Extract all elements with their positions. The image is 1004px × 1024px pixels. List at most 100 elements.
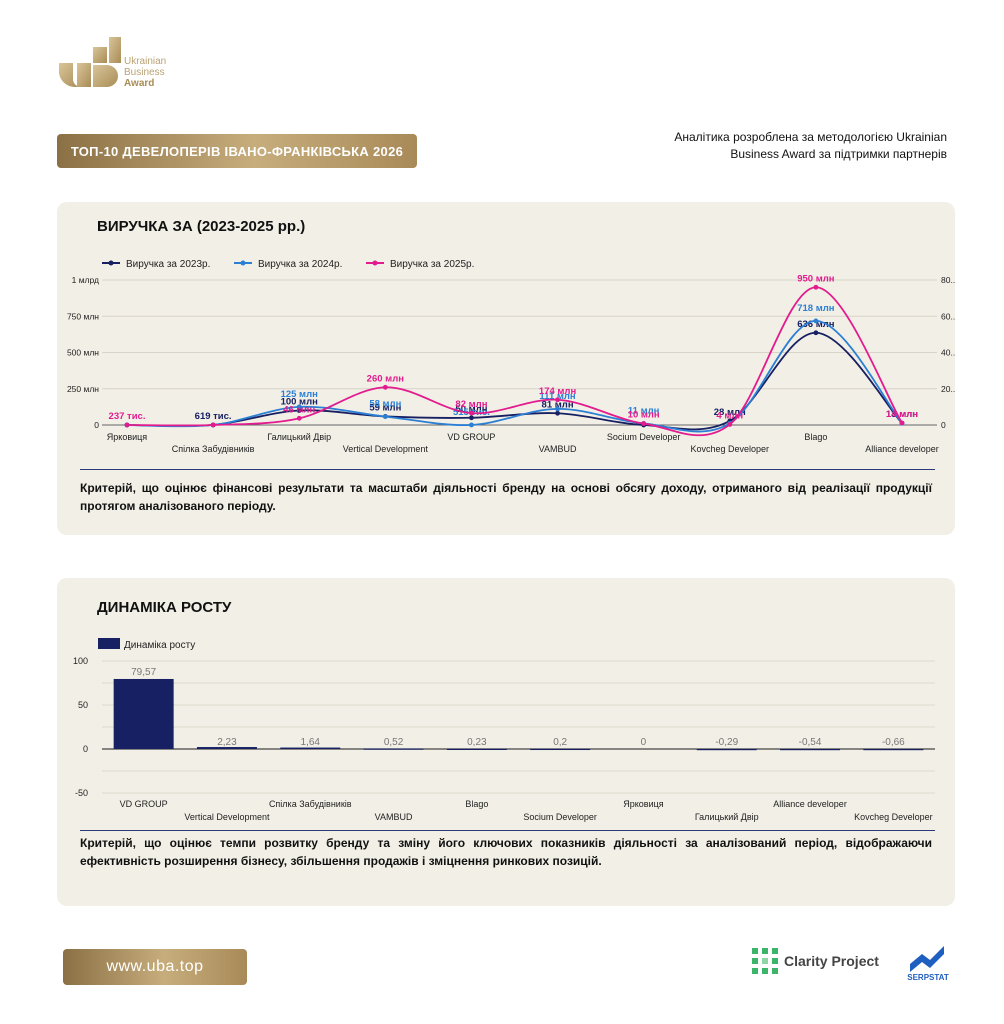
legend-marker [372, 260, 378, 266]
x-tick-label: VD GROUP [120, 799, 168, 809]
svg-text:SERPSTAT: SERPSTAT [907, 973, 949, 982]
y-tick-label: 50 [78, 700, 88, 710]
y-tick-label: 0 [83, 744, 88, 754]
value-label: 79,57 [131, 667, 156, 678]
value-label: 1,64 [301, 737, 321, 748]
x-tick-label: Socium Developer [607, 432, 681, 442]
series-line-0 [126, 331, 903, 431]
x-tick-label: Ярковиця [107, 432, 148, 442]
series-line-1 [126, 319, 903, 433]
data-label: 14 млн [886, 409, 918, 420]
legend-label: Динаміка росту [124, 640, 195, 651]
revenue-description: Критерій, що оцінює фінансові результати… [80, 481, 932, 513]
uba-logo [59, 37, 121, 88]
data-point [813, 330, 819, 336]
data-label: 260 млн [367, 373, 405, 384]
bar [780, 749, 841, 751]
x-tick-label: Vertical Development [343, 444, 429, 454]
value-label: -0,54 [799, 737, 822, 748]
data-label: 950 млн [797, 273, 835, 284]
x-tick-label: Alliance developer [773, 799, 847, 809]
growth-panel [57, 578, 955, 906]
x-tick-label: Kovcheg Developer [854, 812, 933, 822]
value-label: 0,52 [384, 737, 404, 748]
data-label: 59 млн [369, 402, 401, 413]
logo-text: Ukrainian Business Award [124, 56, 167, 89]
y-tick-label: -50 [75, 788, 88, 798]
bar [363, 748, 424, 750]
data-point [555, 406, 560, 412]
data-point [296, 415, 302, 421]
bar [696, 749, 757, 751]
x-tick-label: VAMBUD [539, 444, 577, 454]
y-tick-label: 500 млн [67, 348, 99, 358]
data-label: 174 млн [539, 386, 577, 397]
legend-label: Виручка за 2024р. [258, 259, 342, 270]
y-right-tick-label: 60... [941, 311, 955, 321]
bar [863, 749, 924, 751]
data-label: 13 млн [886, 409, 918, 420]
series-line-2 [126, 286, 903, 437]
data-point [382, 414, 388, 419]
growth-bar-chart: Динаміка росту -50 0 50 100 79,57 VD GROUP 2,23… [73, 638, 935, 822]
y-right-tick-label: 20... [941, 384, 955, 394]
data-label: 46 млн [283, 404, 315, 415]
data-label: 4 млн [716, 410, 743, 421]
x-tick-label: Kovcheg Developer [690, 444, 769, 454]
y-right-tick-label: 40... [941, 348, 955, 358]
data-label: 11 млн [628, 405, 660, 416]
data-point [124, 422, 130, 428]
methodology-note: Аналітика розроблена за методологією Ukr… [674, 130, 947, 161]
value-label: 0 [641, 737, 647, 748]
data-label: 619 тис. [195, 411, 232, 422]
legend-swatch [98, 638, 120, 649]
legend-label: Виручка за 2023р. [126, 259, 210, 270]
page-title: ТОП-10 ДЕВЕЛОПЕРІВ ІВАНО-ФРАНКІВСЬКА 202… [57, 134, 417, 168]
bar [196, 747, 257, 749]
data-point [382, 384, 388, 390]
revenue-chart-title: ВИРУЧКА ЗА (2023-2025 рр.) [97, 218, 306, 235]
x-tick-label: Blago [804, 432, 827, 442]
data-point [555, 397, 560, 403]
data-label: 81 млн [542, 399, 574, 410]
y-tick-label: 750 млн [67, 311, 99, 321]
data-point [641, 421, 647, 426]
x-tick-label: Галицький Двір [695, 812, 759, 822]
bar [530, 748, 591, 751]
growth-chart-title: ДИНАМІКА РОСТУ [97, 599, 232, 616]
website-link[interactable]: www.uba.top [63, 949, 247, 985]
x-tick-label: Alliance developer [865, 444, 939, 454]
data-label: 28 млн [714, 407, 746, 418]
growth-description: Критерій, що оцінює темпи розвитку бренд… [80, 836, 932, 868]
data-point [813, 284, 819, 290]
data-label: 100 млн [281, 397, 319, 408]
data-label: 636 млн [797, 319, 835, 330]
clarity-project-logo: Clarity Project [752, 946, 879, 976]
y-tick-label: 250 млн [67, 384, 99, 394]
value-label: 0,2 [553, 737, 567, 748]
value-label: -0,66 [882, 737, 905, 748]
data-label: 82 млн [455, 399, 487, 410]
legend-marker [240, 260, 246, 266]
x-tick-label: Blago [465, 799, 488, 809]
data-point [469, 410, 474, 416]
x-tick-label: Vertical Development [184, 812, 270, 822]
bar [113, 678, 174, 749]
revenue-panel [57, 202, 955, 535]
x-tick-label: Ярковиця [623, 799, 664, 809]
data-label: 237 тис. [109, 411, 146, 422]
data-label: 111 млн [539, 391, 576, 402]
serpstat-logo: SERPSTAT [907, 946, 949, 982]
x-tick-label: Спілка Забудівників [269, 799, 352, 809]
data-point [727, 422, 733, 427]
x-tick-label: Спілка Забудівників [172, 444, 255, 454]
value-label: -0,29 [715, 737, 738, 748]
data-label: 10 млн [628, 410, 660, 421]
y-right-tick-label: 80... [941, 275, 955, 285]
clarity-icon [752, 948, 778, 974]
value-label: 0,23 [467, 737, 487, 748]
divider [80, 469, 935, 470]
data-point [555, 410, 560, 416]
data-point [469, 415, 474, 421]
data-point [296, 404, 302, 410]
